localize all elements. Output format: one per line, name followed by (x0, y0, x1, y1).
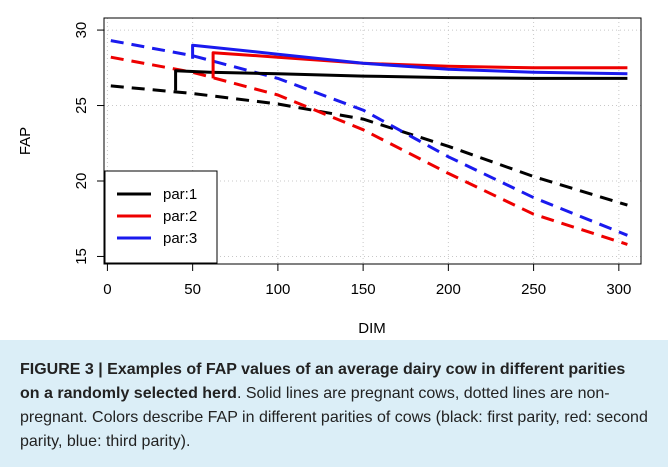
x-tick-label: 300 (606, 281, 631, 298)
series-line-par3-pregnant (191, 43, 628, 76)
series-line-par1-non-pregnant (110, 84, 628, 207)
x-tick-label: 250 (521, 281, 546, 298)
y-tick-label: 20 (73, 173, 90, 190)
caption-body: . Solid lines are pregnant cows, dotted … (20, 385, 648, 450)
y-axis-label: FAP (17, 127, 34, 155)
legend-label: par:3 (163, 230, 197, 247)
series-line-par1-pregnant (174, 69, 628, 91)
series-layer (110, 39, 628, 246)
y-tick-label: 25 (73, 97, 90, 114)
x-tick-label: 100 (265, 281, 290, 298)
legend-label: par:1 (163, 186, 197, 203)
chart-svg: 0 50 100 150 200 250 300 15 20 25 30 DIM FAP par:1… (17, 17, 642, 337)
x-tick-label: 200 (436, 281, 461, 298)
x-axis-label: DIM (358, 320, 386, 337)
legend-label: par:2 (163, 208, 197, 225)
x-tick-label: 150 (351, 281, 376, 298)
y-tick-label: 15 (73, 248, 90, 265)
caption-label: FIGURE 3 | (20, 361, 108, 378)
legend: par:1 par:2 par:3 (104, 170, 218, 264)
grid-layer (104, 18, 641, 264)
caption-title: Examples of FAP values of an average dai… (20, 361, 626, 402)
x-tick-label: 0 (103, 281, 111, 298)
axis-layer: 0 50 100 150 200 250 300 15 20 25 30 (73, 22, 631, 298)
y-tick-label: 30 (73, 22, 90, 39)
plot-frame (103, 17, 642, 265)
series-line-par2-non-pregnant (110, 55, 628, 246)
series-line-par3-non-pregnant (110, 39, 628, 237)
figure-caption: FIGURE 3 | Examples of FAP values of an … (0, 340, 668, 467)
x-tick-label: 50 (184, 281, 201, 298)
